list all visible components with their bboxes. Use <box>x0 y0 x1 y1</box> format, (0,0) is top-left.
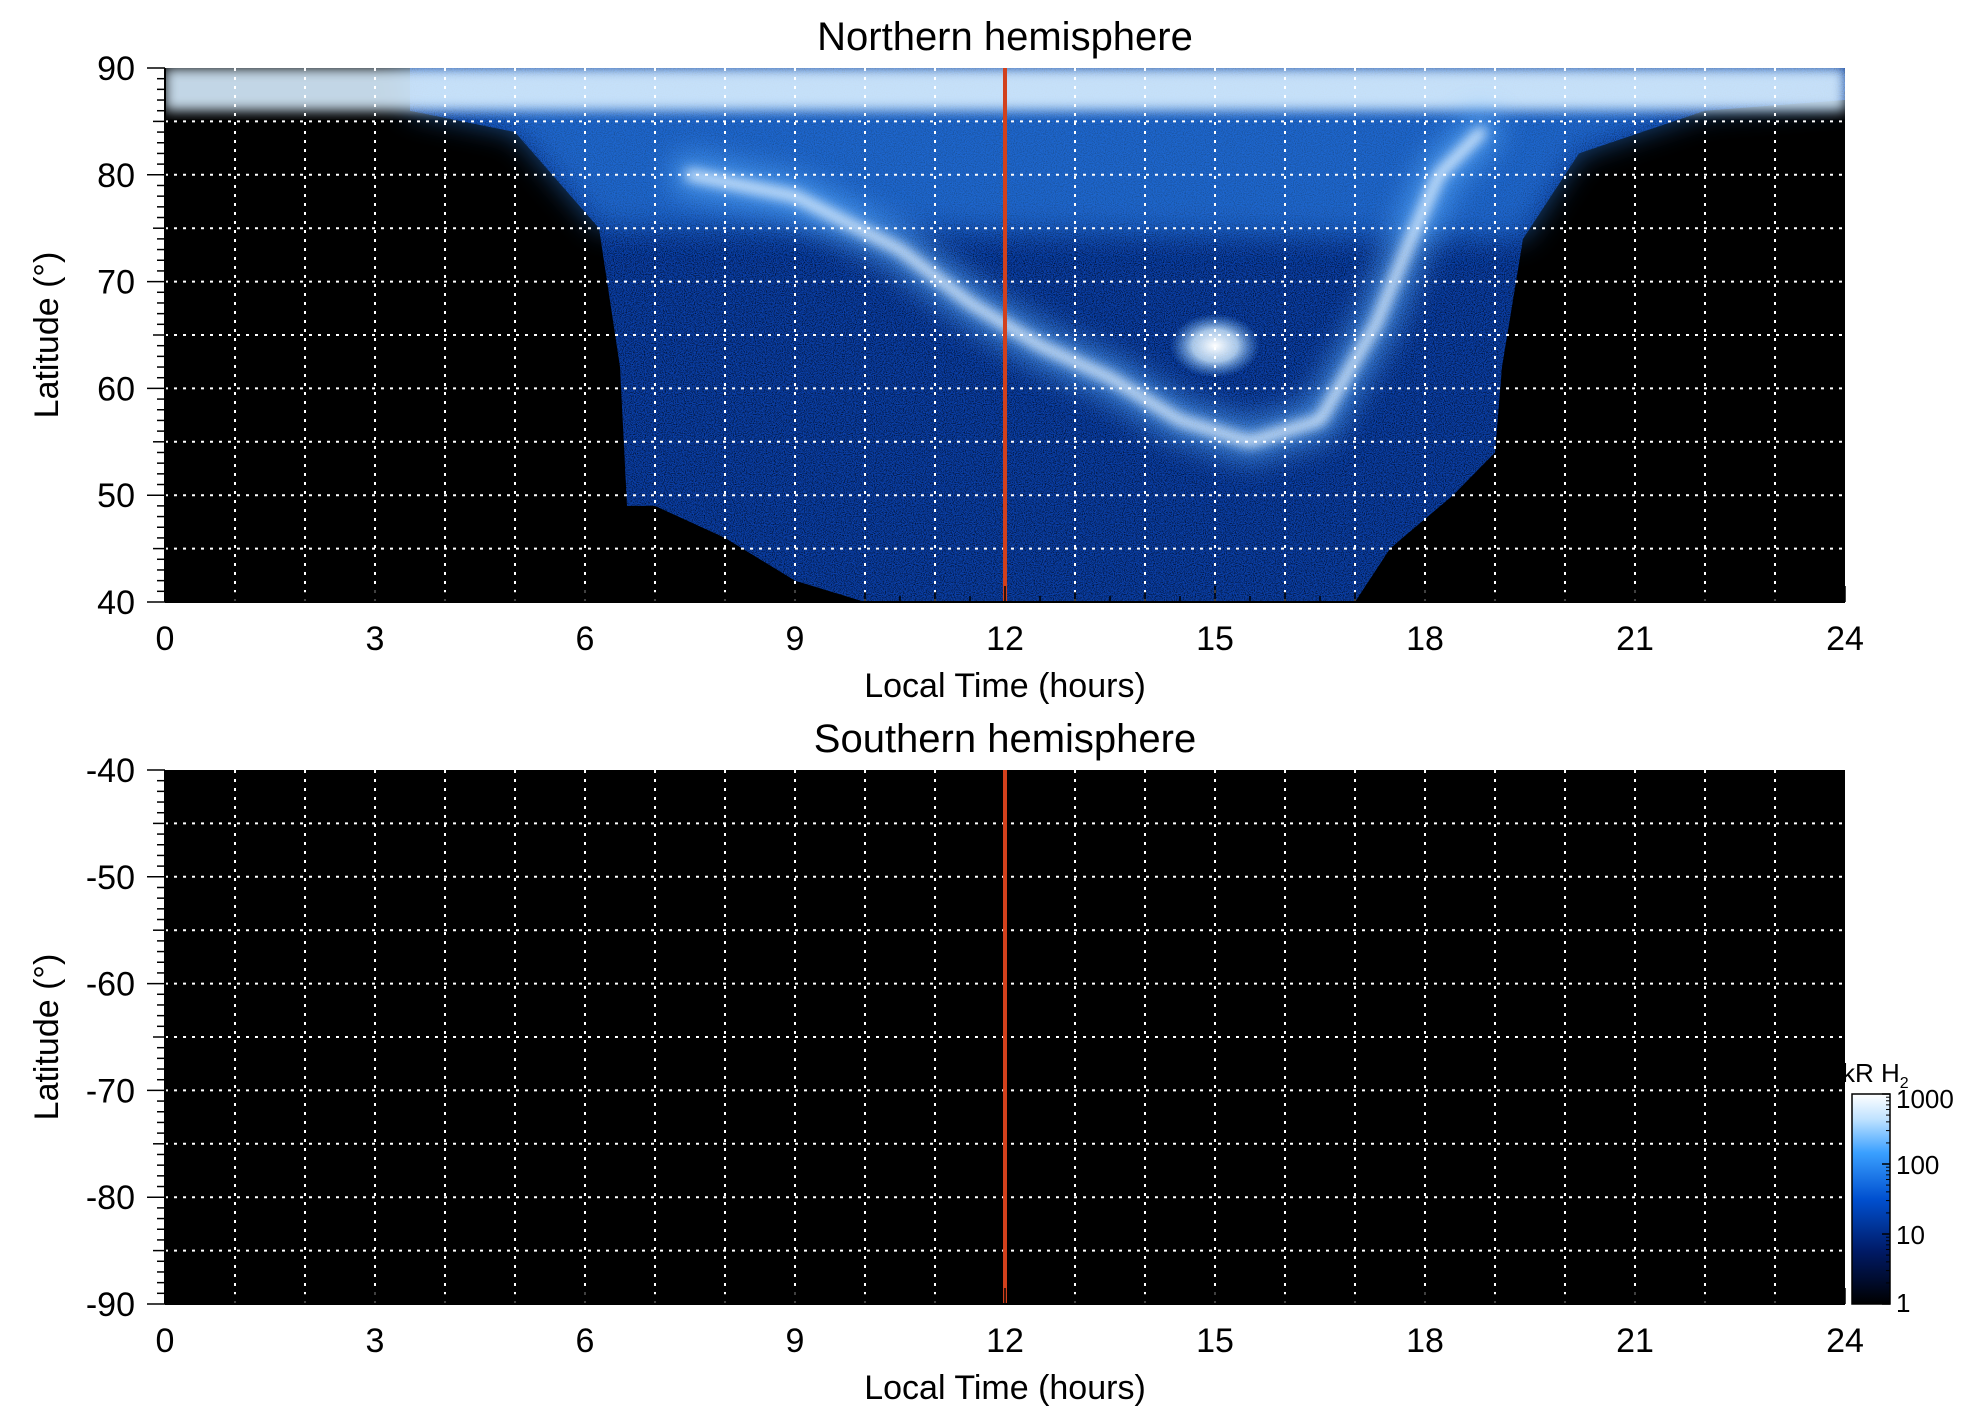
y-tick-label: -40 <box>86 752 135 790</box>
x-tick-label: 15 <box>1196 620 1234 658</box>
colorbar-unit-subscript: 2 <box>1900 1075 1909 1092</box>
y-tick-label: 80 <box>97 157 135 195</box>
southern-panel-title: Southern hemisphere <box>814 717 1196 761</box>
x-tick-label: 18 <box>1406 1322 1444 1360</box>
y-tick-label: -60 <box>86 966 135 1004</box>
northern-axes: 0 3 6 9 12 15 18 21 24 40 50 60 70 80 90 <box>97 50 1864 658</box>
colorbar-tick-label: 100 <box>1896 1150 1939 1180</box>
x-tick-label: 21 <box>1616 620 1654 658</box>
x-tick-label: 0 <box>156 620 175 658</box>
x-tick-label: 9 <box>786 1322 805 1360</box>
northern-y-axis-label: Latitude (°) <box>28 252 66 419</box>
colorbar-tick-label: 1 <box>1896 1288 1910 1318</box>
northern-x-axis-label: Local Time (hours) <box>864 667 1146 705</box>
x-tick-label: 18 <box>1406 620 1444 658</box>
x-tick-label: 0 <box>156 1322 175 1360</box>
southern-y-axis-label: Latitude (°) <box>28 954 66 1121</box>
y-tick-label: 40 <box>97 584 135 622</box>
y-tick-label: 90 <box>97 50 135 88</box>
colorbar-gradient <box>1851 1093 1891 1305</box>
colorbar-unit: kR H <box>1842 1058 1900 1088</box>
northern-auroral-emission <box>165 68 1845 602</box>
y-tick-label: -50 <box>86 859 135 897</box>
northern-panel: Northern hemisphere 0 3 6 9 12 15 18 21 24 40 50 60… <box>28 15 1864 705</box>
main-oval <box>685 127 1486 447</box>
southern-panel: Southern hemisphere 0 3 6 9 12 15 18 21 24 -40 -50… <box>28 717 1864 1407</box>
southern-axes: 0 3 6 9 12 15 18 21 24 -40 -50 -60 -70 -80 -90 <box>86 752 1864 1360</box>
y-tick-label: 60 <box>97 370 135 408</box>
y-tick-label: -90 <box>86 1286 135 1324</box>
bright-spot <box>1170 313 1260 378</box>
x-tick-label: 6 <box>576 1322 595 1360</box>
y-tick-label: 70 <box>97 264 135 302</box>
y-tick-label: -80 <box>86 1179 135 1217</box>
x-tick-label: 9 <box>786 620 805 658</box>
x-tick-label: 12 <box>986 1322 1024 1360</box>
southern-x-axis-label: Local Time (hours) <box>864 1369 1146 1407</box>
y-tick-label: -70 <box>86 1072 135 1110</box>
y-tick-label: 50 <box>97 477 135 515</box>
x-tick-label: 12 <box>986 620 1024 658</box>
x-tick-label: 15 <box>1196 1322 1234 1360</box>
colorbar-title: kR H2 <box>1842 1058 1909 1092</box>
colorbar: kR H2 1000 100 10 1 <box>1842 1058 1954 1318</box>
colorbar-tick-label: 1000 <box>1896 1084 1954 1114</box>
x-tick-label: 6 <box>576 620 595 658</box>
x-tick-label: 3 <box>366 1322 385 1360</box>
x-tick-label: 21 <box>1616 1322 1654 1360</box>
colorbar-tick-label: 10 <box>1896 1220 1925 1250</box>
x-tick-label: 3 <box>366 620 385 658</box>
colorbar-ticks: 1000 100 10 1 <box>1882 1084 1954 1318</box>
northern-panel-title: Northern hemisphere <box>817 15 1193 59</box>
x-tick-label: 24 <box>1826 1322 1864 1360</box>
x-tick-label: 24 <box>1826 620 1864 658</box>
